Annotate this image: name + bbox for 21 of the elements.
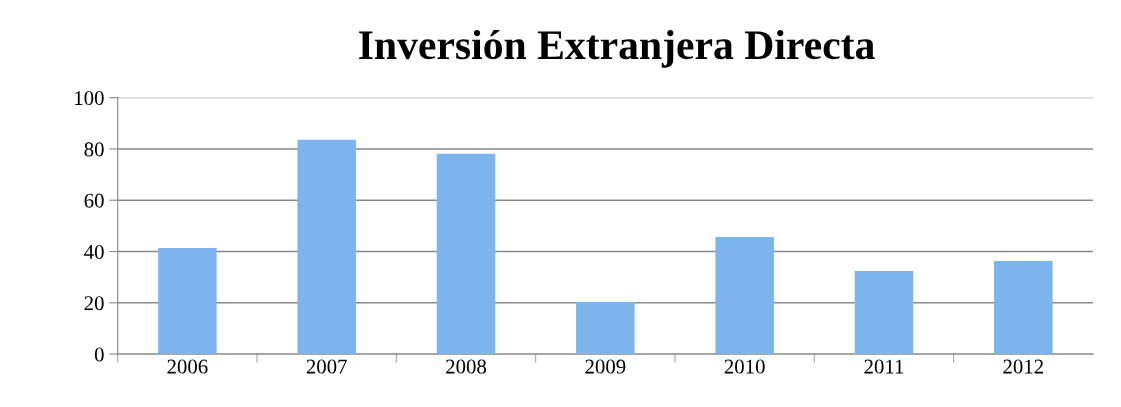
bar xyxy=(994,261,1053,355)
y-tick-label: 0 xyxy=(94,347,104,362)
x-tick-label: 2009 xyxy=(585,359,626,374)
chart-title: Inversión Extranjera Directa xyxy=(359,29,875,68)
y-tick-label: 80 xyxy=(84,142,104,157)
bar xyxy=(158,247,217,355)
y-tick-label: 100 xyxy=(75,91,104,106)
x-tick-label: 2008 xyxy=(446,359,487,374)
x-tick-label: 2010 xyxy=(724,359,765,374)
bar xyxy=(297,139,356,355)
y-tick-label: 20 xyxy=(84,296,104,311)
y-tick-label: 40 xyxy=(84,244,104,259)
bar xyxy=(576,302,635,355)
x-tick-label: 2012 xyxy=(1003,359,1043,374)
bar xyxy=(436,153,496,355)
x-tick-label: 2011 xyxy=(864,359,904,374)
bar xyxy=(854,271,914,355)
x-tick-label: 2007 xyxy=(306,359,347,374)
x-tick-label: 2006 xyxy=(167,359,208,374)
y-tick-label: 60 xyxy=(84,193,104,208)
bar xyxy=(715,236,774,355)
